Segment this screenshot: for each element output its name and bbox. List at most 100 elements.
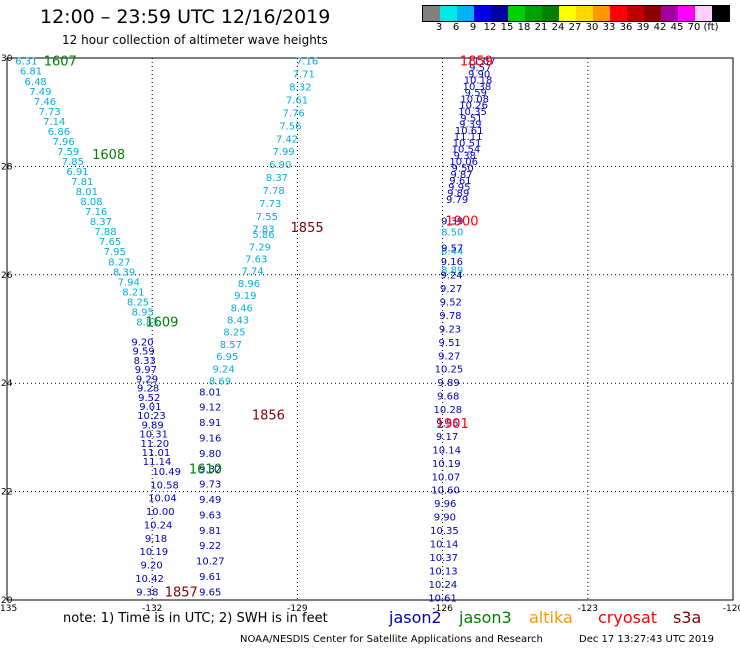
wave-height-value: 7.95 bbox=[104, 247, 126, 258]
color-scale-swatch bbox=[576, 6, 593, 21]
wave-height-value: 7.73 bbox=[259, 199, 281, 210]
wave-height-value: 9.27 bbox=[440, 284, 462, 295]
wave-height-value: 10.07 bbox=[432, 472, 461, 483]
wave-height-value: 8.25 bbox=[223, 328, 245, 339]
color-scale-swatch bbox=[508, 6, 525, 21]
color-scale-swatch bbox=[627, 6, 644, 21]
wave-height-value: 9.87 bbox=[450, 170, 472, 181]
generated-timestamp: Dec 17 13:27:43 UTC 2019 bbox=[579, 634, 714, 645]
color-scale-label: 36 bbox=[619, 22, 633, 33]
wave-height-value: 10.61 bbox=[428, 593, 457, 604]
wave-height-value: 8.27 bbox=[108, 257, 130, 268]
wave-height-value: 6.81 bbox=[20, 67, 42, 78]
color-scale-swatch bbox=[695, 6, 712, 21]
wave-height-value: 10.19 bbox=[432, 459, 461, 470]
wave-height-value: 8.37 bbox=[90, 217, 112, 228]
wave-height-value: 8.89 bbox=[441, 265, 463, 276]
color-scale-label: 45 bbox=[670, 22, 684, 33]
wave-height-value: 7.16 bbox=[85, 207, 107, 218]
wave-height-value: 9.97 bbox=[135, 365, 157, 376]
map-frame bbox=[6, 57, 734, 601]
lat-tick-label: 26 bbox=[1, 271, 13, 281]
wave-height-value: 10.49 bbox=[152, 467, 181, 478]
lat-tick-label: 22 bbox=[1, 488, 12, 498]
wave-height-value: 8.50 bbox=[441, 227, 463, 238]
wave-height-value: 9.52 bbox=[440, 297, 462, 308]
wave-height-value: 7.88 bbox=[94, 227, 116, 238]
color-scale-label: 33 bbox=[602, 22, 616, 33]
wave-height-value: 9.78 bbox=[439, 311, 461, 322]
wave-height-value: 8.44 bbox=[441, 246, 463, 257]
wave-height-value: 6.48 bbox=[25, 77, 47, 88]
wave-height-value: 7.83 bbox=[252, 225, 274, 236]
pass-label: 1608 bbox=[92, 148, 125, 163]
wave-height-value: 8.96 bbox=[238, 279, 260, 290]
color-scale-labels: 3 6 9 12 15 18 21 24 27 30 33 36 39 42 45 70 (ft) bbox=[422, 22, 740, 34]
wave-height-value: 10.00 bbox=[146, 507, 175, 518]
color-scale-swatch bbox=[593, 6, 610, 21]
color-scale-label: 12 bbox=[483, 22, 497, 33]
wave-height-value: 9.65 bbox=[199, 587, 221, 598]
wave-height-value: 9.38 bbox=[136, 587, 158, 598]
wave-height-value: 8.33 bbox=[134, 356, 156, 367]
wave-height-value: 9.89 bbox=[141, 420, 163, 431]
wave-height-value: 9.90 bbox=[434, 513, 456, 524]
color-scale-label: 6 bbox=[452, 22, 460, 33]
wave-height-value: 7.63 bbox=[245, 255, 267, 266]
wave-height-value: 9.16 bbox=[441, 257, 463, 268]
wave-height-value: 9.59 bbox=[465, 88, 487, 99]
wave-height-value: 7.61 bbox=[286, 95, 308, 106]
wave-height-value: 9.89 bbox=[447, 189, 469, 200]
wave-height-value: 9.57 bbox=[469, 63, 491, 74]
pass-label: 1610 bbox=[189, 462, 222, 477]
color-scale-swatch bbox=[661, 6, 678, 21]
legend-s3a: s3a bbox=[673, 608, 702, 627]
wave-height-value: 9.55 bbox=[436, 418, 458, 429]
wave-height-value: 7.73 bbox=[38, 107, 60, 118]
lon-tick-label: -129 bbox=[287, 604, 308, 614]
wave-height-value: 9.20 bbox=[131, 337, 153, 348]
wave-height-value: 8.37 bbox=[266, 173, 288, 184]
credit-text: NOAA/NESDIS Center for Satellite Applica… bbox=[240, 634, 543, 645]
wave-height-value: 7.85 bbox=[62, 157, 84, 168]
lon-tick-label: -126 bbox=[432, 604, 453, 614]
wave-height-value: 9.80 bbox=[199, 449, 221, 460]
pass-label: 1859 bbox=[460, 55, 493, 70]
wave-height-value: 7.55 bbox=[256, 212, 278, 223]
wave-height-value: 8.25 bbox=[127, 297, 149, 308]
wave-height-value: 10.25 bbox=[435, 365, 464, 376]
wave-height-value: 8.57 bbox=[220, 340, 242, 351]
wave-height-value: 9.68 bbox=[437, 392, 459, 403]
wave-height-value: 7.46 bbox=[34, 97, 56, 108]
wave-height-value: 7.42 bbox=[276, 134, 298, 145]
wave-height-value: 8.46 bbox=[231, 303, 253, 314]
wave-height-value: 8.01 bbox=[76, 187, 98, 198]
wave-height-value: 10.24 bbox=[144, 520, 173, 531]
wave-height-value: 9.28 bbox=[137, 384, 159, 395]
wave-height-value: 7.76 bbox=[283, 108, 305, 119]
wave-height-value: 10.37 bbox=[429, 553, 458, 564]
pass-label: 1901 bbox=[436, 417, 469, 432]
wave-height-value: 10.31 bbox=[139, 430, 168, 441]
wave-height-value: 6.91 bbox=[66, 167, 88, 178]
wave-height-value: 9.50 bbox=[451, 164, 473, 175]
wave-height-value: 7.29 bbox=[249, 242, 271, 253]
color-scale-swatch bbox=[542, 6, 559, 21]
color-scale-label: 3 bbox=[435, 22, 443, 33]
wave-height-value: 10.24 bbox=[429, 580, 458, 591]
wave-height-value: 10.35 bbox=[458, 107, 487, 118]
wave-height-value: 9.49 bbox=[199, 495, 221, 506]
wave-height-value: 9.39 bbox=[459, 120, 481, 131]
color-scale-swatch bbox=[423, 6, 440, 21]
wave-height-value: 9.90 bbox=[468, 69, 490, 80]
lon-tick-label: -135 bbox=[0, 604, 17, 614]
color-scale-label: 39 bbox=[636, 22, 650, 33]
wave-height-value: 6.86 bbox=[48, 127, 70, 138]
wave-height-value: 9.79 bbox=[446, 195, 468, 206]
color-scale-swatch bbox=[559, 6, 576, 21]
wave-height-value: 9.39 bbox=[441, 217, 463, 228]
wave-height-value: 10.04 bbox=[148, 494, 177, 505]
wave-height-value: 9.17 bbox=[436, 432, 458, 443]
wave-height-value: 9.24 bbox=[440, 271, 462, 282]
